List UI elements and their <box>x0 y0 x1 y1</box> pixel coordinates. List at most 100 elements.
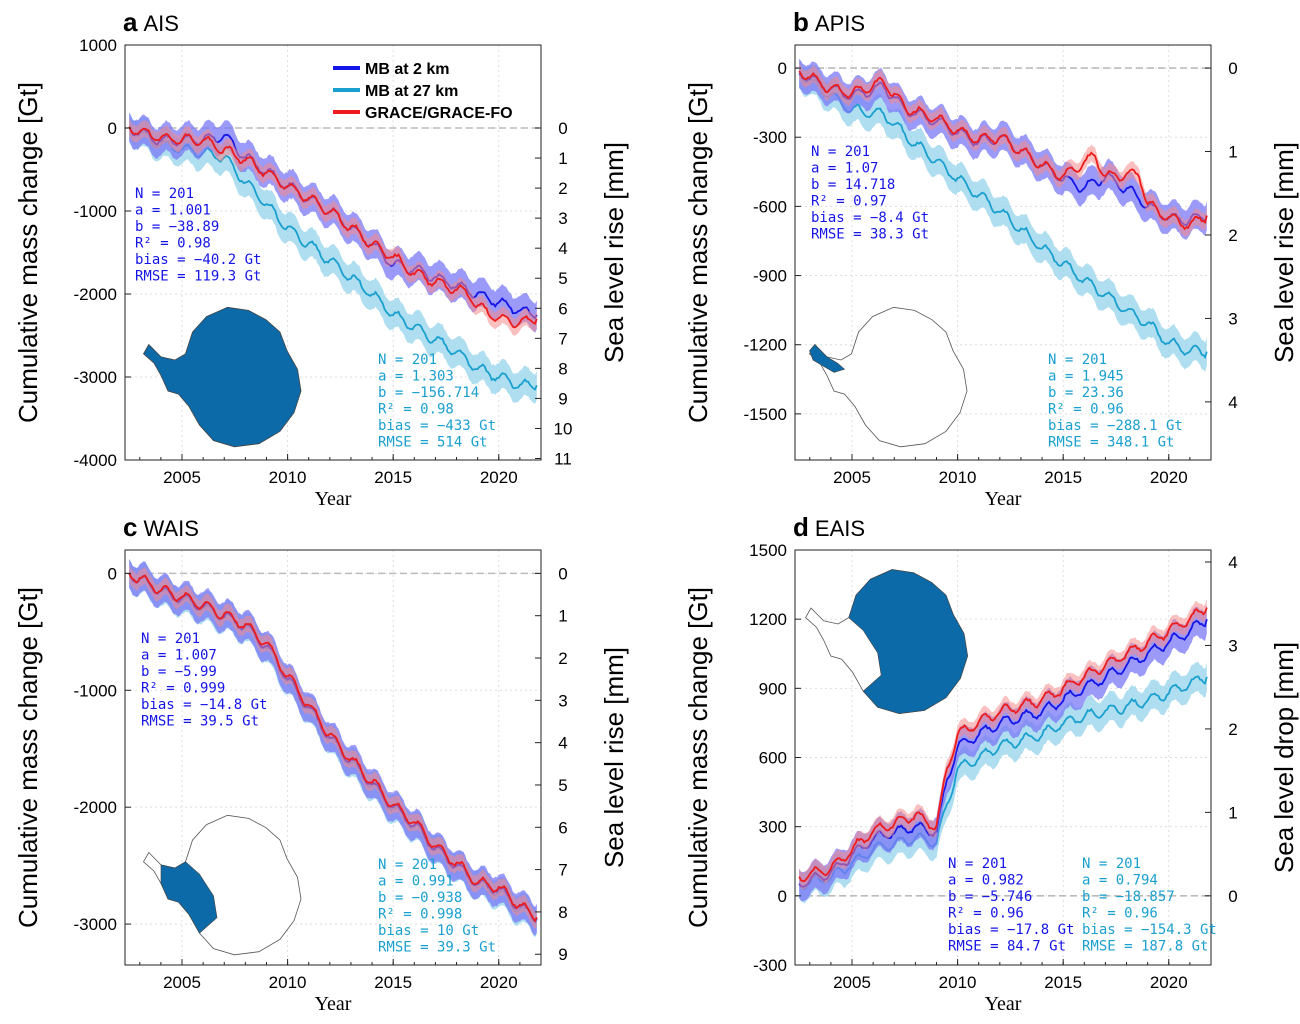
stats-line: a = 1.945 <box>1048 369 1124 385</box>
stats-line: bias = −433 Gt <box>378 418 496 434</box>
stats-line: R² = 0.97 <box>811 194 887 210</box>
y-right-tick-label: 3 <box>1228 636 1237 655</box>
x-tick-label: 2020 <box>1150 973 1188 992</box>
y-tick-label: -900 <box>753 267 787 286</box>
stats-line: N = 201 <box>1048 352 1107 368</box>
panel-region: AIS <box>143 11 178 36</box>
y-right-tick-label: 4 <box>1228 393 1237 412</box>
y-tick-label: -3000 <box>74 368 117 387</box>
stats-line: N = 201 <box>141 631 200 647</box>
x-tick-label: 2015 <box>374 468 412 487</box>
stats-line: R² = 0.98 <box>378 402 454 418</box>
y-tick-label: -2000 <box>74 798 117 817</box>
y-right-tick-label: 5 <box>558 776 567 795</box>
y-right-tick-label: 2 <box>558 179 567 198</box>
stats-line: b = 14.718 <box>811 177 895 193</box>
plot-frame <box>124 549 542 966</box>
antarctica-map <box>142 306 302 448</box>
panel-region: APIS <box>815 11 865 36</box>
y-right-axis-label: Sea level drop [mm] <box>1269 642 1299 873</box>
antarctica-map <box>808 306 968 448</box>
y-right-tick-label: 1 <box>558 149 567 168</box>
x-tick-label: 2015 <box>1044 468 1082 487</box>
stats-line: a = 0.991 <box>378 874 454 890</box>
series-line-grace <box>798 607 1208 883</box>
y-right-tick-label: 8 <box>558 359 567 378</box>
stats-line: R² = 0.999 <box>141 681 225 697</box>
series-line-grace <box>128 572 538 923</box>
stats-line: RMSE = 38.3 Gt <box>811 227 929 243</box>
y-right-tick-label: 9 <box>558 945 567 964</box>
y-tick-label: -1200 <box>744 336 787 355</box>
stats-line: N = 201 <box>1082 856 1141 872</box>
y-tick-label: 0 <box>108 564 117 583</box>
antarctica-map <box>142 814 302 956</box>
x-tick-label: 2005 <box>833 973 871 992</box>
stats-line: b = −5.99 <box>141 664 217 680</box>
y-tick-label: -4000 <box>74 451 117 470</box>
y-tick-label: 0 <box>778 59 787 78</box>
stats-line: b = −0.938 <box>378 890 462 906</box>
y-right-tick-label: 6 <box>558 299 567 318</box>
legend: MB at 2 km MB at 27 km GRACE/GRACE-FO <box>333 61 513 122</box>
x-tick-label: 2020 <box>480 973 518 992</box>
stats-line: b = −38.89 <box>135 219 219 235</box>
y-right-tick-label: 0 <box>558 564 567 583</box>
stats-line: bias = −154.3 Gt <box>1082 922 1217 938</box>
antarctica-map <box>805 569 969 715</box>
y-right-tick-label: 7 <box>558 329 567 348</box>
stats-line: RMSE = 348.1 Gt <box>1048 435 1174 451</box>
y-tick-label: -1500 <box>744 405 787 424</box>
x-tick-label: 2020 <box>1150 468 1188 487</box>
stats-line: b = −5.746 <box>948 889 1032 905</box>
y-tick-label: 1000 <box>79 36 117 55</box>
y-tick-label: 1200 <box>749 610 787 629</box>
stats-line: R² = 0.998 <box>378 907 462 923</box>
legend-label: MB at 27 km <box>365 83 458 100</box>
stats-line: N = 201 <box>135 186 194 202</box>
stats-line: RMSE = 187.8 Gt <box>1082 939 1208 955</box>
y-right-tick-label: 4 <box>1228 553 1237 572</box>
series-line-mb-27km <box>798 72 1208 360</box>
y-right-tick-label: 9 <box>558 389 567 408</box>
panel-title: d EAIS <box>793 512 865 542</box>
panel-letter: b <box>793 7 809 37</box>
panel-c: 2005 2010 2015 2020 0 -1000 -2000 -3000 0 1 2 3 4 5 6 7… <box>13 512 629 1015</box>
panel-title: b APIS <box>793 7 865 37</box>
y-tick-label: -300 <box>753 128 787 147</box>
y-right-tick-label: 1 <box>558 607 567 626</box>
x-tick-label: 2010 <box>269 973 307 992</box>
panel-region: WAIS <box>143 516 198 541</box>
x-tick-label: 2005 <box>163 973 201 992</box>
stats-line: RMSE = 514 Gt <box>378 435 488 451</box>
stats-line: R² = 0.96 <box>948 906 1024 922</box>
y-tick-label: -2000 <box>74 285 117 304</box>
x-tick-label: 2005 <box>833 468 871 487</box>
y-right-tick-label: 1 <box>1228 143 1237 162</box>
plot-frame <box>794 44 1212 461</box>
stats-line: RMSE = 84.7 Gt <box>948 939 1066 955</box>
panel-letter: d <box>793 512 809 542</box>
panel-title: a AIS <box>123 7 179 37</box>
y-right-axis-label: Sea level rise [mm] <box>1269 142 1299 363</box>
y-tick-label: 900 <box>759 679 787 698</box>
x-axis-label: Year <box>315 488 352 510</box>
stats-line: a = 1.007 <box>141 648 217 664</box>
panel-d: 2005 2010 2015 2020 1500 1200 900 600 300 0 -300 0 1… <box>683 512 1299 1015</box>
stats-line: b = −156.714 <box>378 385 479 401</box>
y-right-tick-label: 2 <box>1228 226 1237 245</box>
y-axis-label: Cumulative mass change [Gt] <box>13 587 43 928</box>
panel-b: 2005 2010 2015 2020 0 -300 -600 -900 -1200 -1500 0… <box>683 7 1299 510</box>
stats-line: a = 0.794 <box>1082 873 1158 889</box>
x-tick-label: 2015 <box>1044 973 1082 992</box>
stats-line: bias = 10 Gt <box>378 923 479 939</box>
series-band-grace <box>129 118 537 336</box>
y-right-tick-label: 5 <box>558 269 567 288</box>
series-line-grace <box>798 70 1208 231</box>
stats-line: bias = −40.2 Gt <box>135 252 261 268</box>
y-right-tick-label: 0 <box>1228 59 1237 78</box>
y-right-tick-label: 8 <box>558 903 567 922</box>
series-band-mb-27km <box>799 661 1207 904</box>
stats-line: N = 201 <box>811 144 870 160</box>
